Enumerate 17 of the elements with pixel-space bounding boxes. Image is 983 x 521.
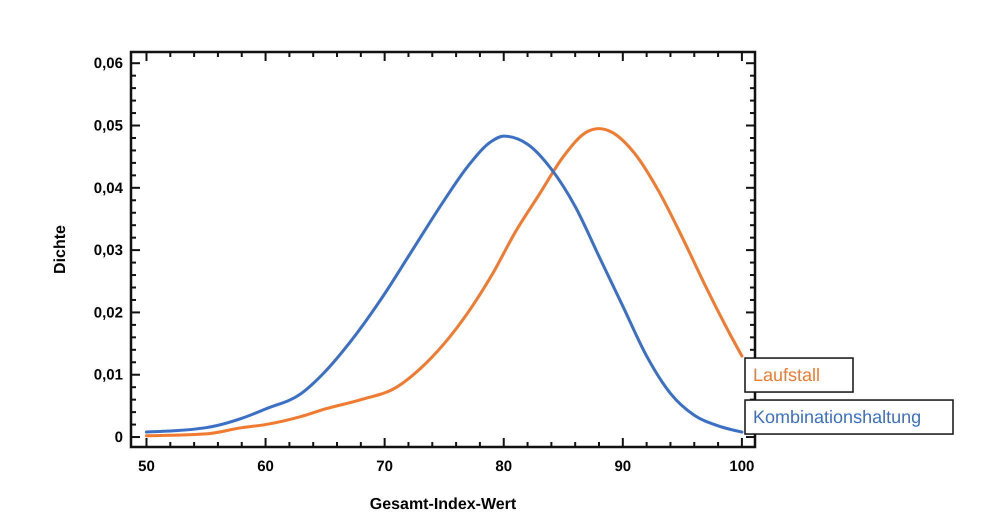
x-tick-label: 60 (257, 458, 274, 475)
y-tick-label: 0,03 (94, 242, 123, 260)
y-tick-label: 0,06 (94, 55, 123, 72)
series-label: Laufstall (753, 365, 820, 386)
x-tick-label: 90 (614, 458, 632, 475)
y-tick-label: 0 (114, 429, 123, 446)
y-tick-label: 0,04 (94, 180, 124, 197)
x-tick-label: 80 (495, 458, 512, 475)
x-tick-label: 50 (138, 458, 155, 475)
x-tick-label: 100 (729, 458, 754, 475)
x-axis-title: Gesamt-Index-Wert (370, 496, 517, 513)
series-label: Kombinationshaltung (753, 407, 922, 428)
y-axis-title: Dichte (52, 224, 69, 274)
y-tick-label: 0,05 (94, 118, 123, 135)
y-tick-label: 0,02 (94, 304, 123, 322)
y-tick-label: 0,01 (94, 366, 123, 384)
x-tick-label: 70 (376, 458, 393, 475)
